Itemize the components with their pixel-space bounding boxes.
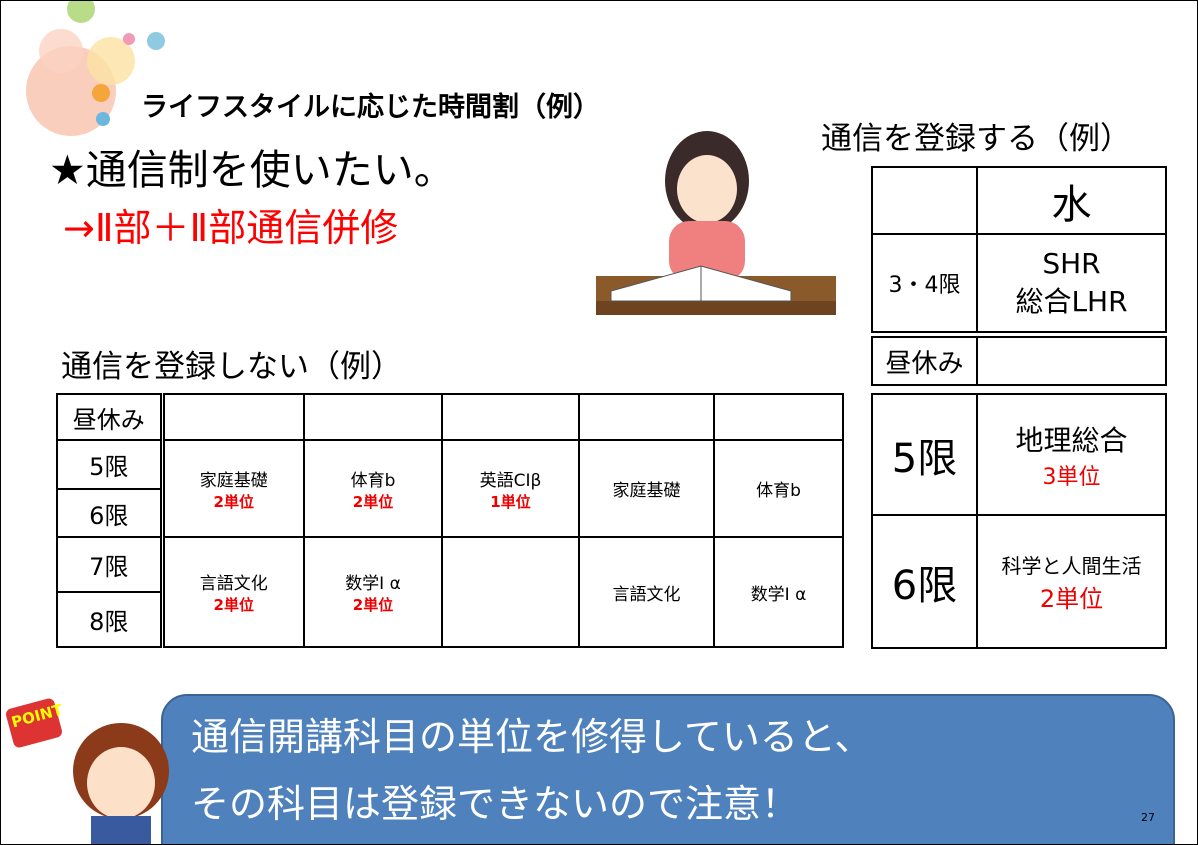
- right-table-title: 通信を登録する（例）: [821, 121, 1131, 157]
- credits: 2単位: [352, 596, 394, 614]
- subject: 科学と人間生活: [1001, 553, 1142, 578]
- period: 8限: [56, 591, 165, 648]
- period: 6限: [871, 514, 978, 649]
- period: 5限: [871, 393, 978, 516]
- point-illustration: [6, 698, 169, 844]
- period: 6限: [56, 488, 165, 538]
- heading: ★通信制を使いたい。: [49, 146, 455, 194]
- note-line: 通信開講科目の単位を修得していると、: [191, 715, 873, 759]
- day: 水: [976, 166, 1167, 235]
- subject: 言語文化: [578, 536, 715, 648]
- credits: 2単位: [213, 492, 254, 511]
- subject: 英語CⅠβ: [479, 470, 542, 491]
- period: 昼休み: [871, 336, 978, 386]
- subject: 家庭基礎: [578, 439, 715, 538]
- line: 総合LHR: [1015, 284, 1128, 318]
- note-banner: [161, 694, 1175, 844]
- subject: 体育b: [350, 470, 396, 491]
- credits: 2単位: [352, 492, 394, 511]
- period: 昼休み: [56, 393, 165, 441]
- right-timetable-lunch: 昼休み: [871, 336, 1167, 386]
- period: 5限: [56, 439, 165, 490]
- period: 7限: [56, 536, 165, 593]
- note-line: その科目は登録できないので注意！: [191, 782, 800, 826]
- subject: 言語文化: [199, 574, 268, 594]
- left-table-title: 通信を登録しない（例）: [61, 349, 402, 385]
- subject: 地理総合: [1015, 423, 1128, 457]
- subject: 数学Ⅰ α: [345, 574, 401, 594]
- subject: 数学Ⅰ α: [713, 536, 844, 648]
- subject: 体育b: [713, 439, 844, 538]
- subject: 家庭基礎: [199, 470, 268, 491]
- credits: 3単位: [1042, 464, 1101, 490]
- subtitle: ライフスタイルに応じた時間割（例）: [141, 92, 600, 123]
- page-number: 27: [1141, 811, 1155, 824]
- credits: 2単位: [1039, 584, 1104, 613]
- credits: 2単位: [213, 596, 254, 614]
- period: 3・4限: [871, 233, 978, 333]
- right-timetable-bottom: 5限 地理総合 3単位 6限 科学と人間生活 2単位: [871, 393, 1167, 649]
- plan: →Ⅱ部＋Ⅱ部通信併修: [63, 206, 399, 250]
- left-timetable: 昼休み 5限 家庭基礎 2単位 体育b 2単位 英語CⅠβ 1単位 家庭基礎 体育b …: [56, 393, 844, 648]
- credits: 1単位: [490, 492, 531, 511]
- line: SHR: [1042, 246, 1101, 280]
- right-timetable-top: 水 3・4限 SHR 総合LHR: [871, 166, 1167, 333]
